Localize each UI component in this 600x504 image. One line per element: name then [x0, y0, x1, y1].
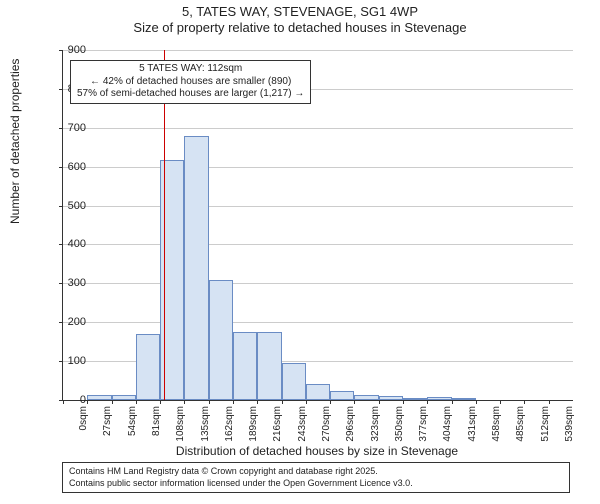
chart-title-sub: Size of property relative to detached ho… — [0, 20, 600, 35]
histogram-bar — [330, 391, 354, 400]
x-tick-mark — [549, 400, 550, 404]
x-tick-label: 539sqm — [564, 406, 575, 451]
gridline — [63, 322, 573, 323]
x-tick-label: 243sqm — [297, 406, 308, 451]
gridline — [63, 167, 573, 168]
y-tick-label: 300 — [46, 278, 86, 289]
footer-line2: Contains public sector information licen… — [69, 478, 563, 490]
x-tick-mark — [257, 400, 258, 404]
y-tick-label: 100 — [46, 356, 86, 367]
histogram-bar — [257, 332, 281, 400]
x-tick-mark — [136, 400, 137, 404]
y-tick-label: 400 — [46, 239, 86, 250]
y-tick-label: 900 — [46, 45, 86, 56]
x-tick-label: 162sqm — [224, 406, 235, 451]
x-tick-label: 81sqm — [151, 406, 162, 451]
histogram-bar — [112, 395, 136, 400]
histogram-bar — [354, 395, 378, 400]
x-tick-mark — [452, 400, 453, 404]
x-tick-label: 216sqm — [272, 406, 283, 451]
chart-title-main: 5, TATES WAY, STEVENAGE, SG1 4WP — [0, 4, 600, 19]
histogram-bar — [403, 398, 427, 400]
x-tick-mark — [427, 400, 428, 404]
x-tick-label: 404sqm — [442, 406, 453, 451]
gridline — [63, 50, 573, 51]
histogram-bar — [233, 332, 257, 400]
x-tick-label: 458sqm — [491, 406, 502, 451]
histogram-bar — [87, 395, 111, 400]
x-tick-label: 27sqm — [102, 406, 113, 451]
histogram-bar — [379, 396, 403, 400]
x-tick-mark — [354, 400, 355, 404]
histogram-bar — [184, 136, 208, 400]
x-tick-label: 270sqm — [321, 406, 332, 451]
x-tick-label: 485sqm — [515, 406, 526, 451]
x-tick-mark — [160, 400, 161, 404]
histogram-bar — [427, 397, 451, 400]
annotation-line3: 57% of semi-detached houses are larger (… — [77, 88, 304, 101]
x-tick-label: 377sqm — [418, 406, 429, 451]
x-tick-mark — [403, 400, 404, 404]
x-tick-mark — [112, 400, 113, 404]
x-tick-label: 108sqm — [175, 406, 186, 451]
x-tick-mark — [306, 400, 307, 404]
y-tick-label: 200 — [46, 317, 86, 328]
x-tick-mark — [87, 400, 88, 404]
y-tick-label: 0 — [46, 395, 86, 406]
annotation-box: 5 TATES WAY: 112sqm← 42% of detached hou… — [70, 60, 311, 104]
x-tick-mark — [476, 400, 477, 404]
footer-line1: Contains HM Land Registry data © Crown c… — [69, 466, 563, 478]
gridline — [63, 128, 573, 129]
histogram-bar — [209, 280, 233, 400]
y-tick-label: 600 — [46, 162, 86, 173]
x-tick-label: 296sqm — [345, 406, 356, 451]
x-tick-mark — [500, 400, 501, 404]
x-tick-label: 431sqm — [467, 406, 478, 451]
x-tick-label: 323sqm — [370, 406, 381, 451]
gridline — [63, 206, 573, 207]
histogram-bar — [136, 334, 160, 400]
y-tick-label: 700 — [46, 123, 86, 134]
x-tick-label: 54sqm — [127, 406, 138, 451]
gridline — [63, 283, 573, 284]
x-tick-mark — [330, 400, 331, 404]
x-tick-label: 350sqm — [394, 406, 405, 451]
x-tick-label: 189sqm — [248, 406, 259, 451]
gridline — [63, 244, 573, 245]
x-tick-label: 0sqm — [78, 406, 89, 451]
annotation-line1: 5 TATES WAY: 112sqm — [77, 63, 304, 76]
footer-attribution: Contains HM Land Registry data © Crown c… — [62, 462, 570, 493]
y-axis-label: Number of detached properties — [8, 59, 22, 224]
x-tick-label: 135sqm — [200, 406, 211, 451]
chart-container: 5, TATES WAY, STEVENAGE, SG1 4WP Size of… — [0, 4, 600, 504]
x-tick-mark — [524, 400, 525, 404]
x-tick-mark — [209, 400, 210, 404]
x-tick-mark — [282, 400, 283, 404]
x-tick-mark — [233, 400, 234, 404]
y-tick-label: 500 — [46, 201, 86, 212]
histogram-bar — [452, 398, 476, 400]
histogram-bar — [282, 363, 306, 400]
annotation-line2: ← 42% of detached houses are smaller (89… — [77, 76, 304, 89]
histogram-bar — [306, 384, 330, 400]
x-tick-mark — [184, 400, 185, 404]
x-tick-mark — [379, 400, 380, 404]
x-tick-label: 512sqm — [540, 406, 551, 451]
